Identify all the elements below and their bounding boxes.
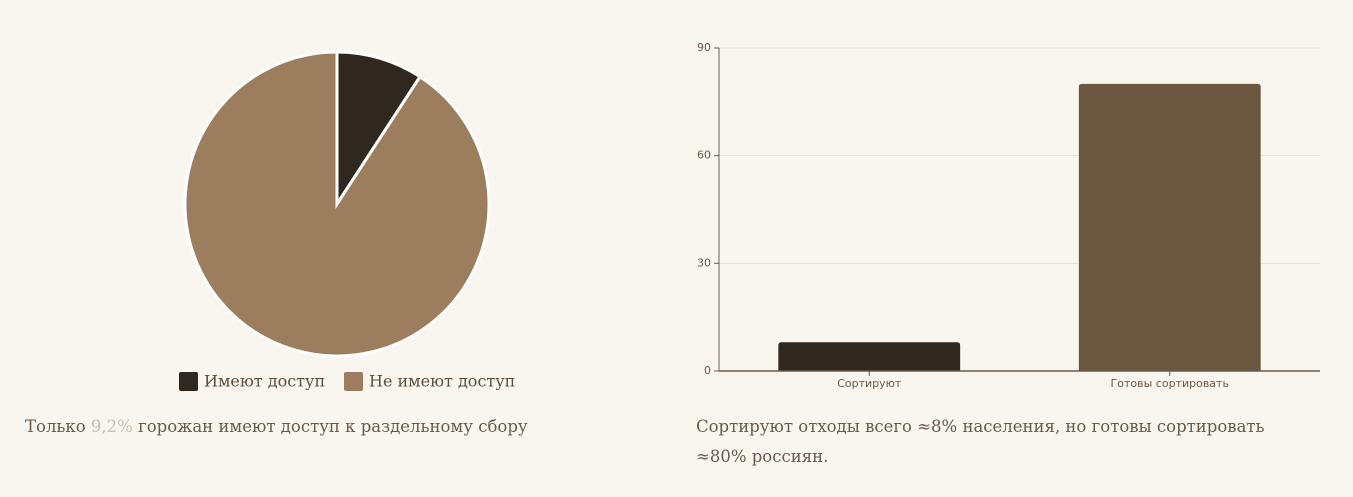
bar-caption: Сортируют отходы всего ≈8% населения, но… [696,417,1265,466]
caption-text: горожан имеют доступ к раздельному сбору [138,417,528,436]
legend-swatch [344,372,363,391]
y-tick-label: 30 [697,256,711,269]
pie-slice [335,50,423,210]
y-tick-label: 90 [697,41,711,54]
y-tick-label: 0 [704,364,711,377]
legend-label: Не имеют доступ [369,372,515,391]
bar [1078,83,1261,371]
bar [778,342,961,371]
charts: Имеют доступ Не имеют доступ 0 30 60 90 Сортир… [179,41,1320,391]
pie-slice [183,50,491,358]
x-tick-label: Готовы сортировать [1111,377,1229,390]
legend-swatch [179,372,198,391]
y-tick-label: 60 [697,149,711,162]
x-tick-label: Сортируют [837,377,902,390]
pie-caption: Только 9,2% горожан имеют доступ к разде… [25,412,645,442]
caption-text: Только [25,417,86,436]
caption-highlight: 9,2% [90,417,133,436]
legend-label: Имеют доступ [204,372,325,391]
